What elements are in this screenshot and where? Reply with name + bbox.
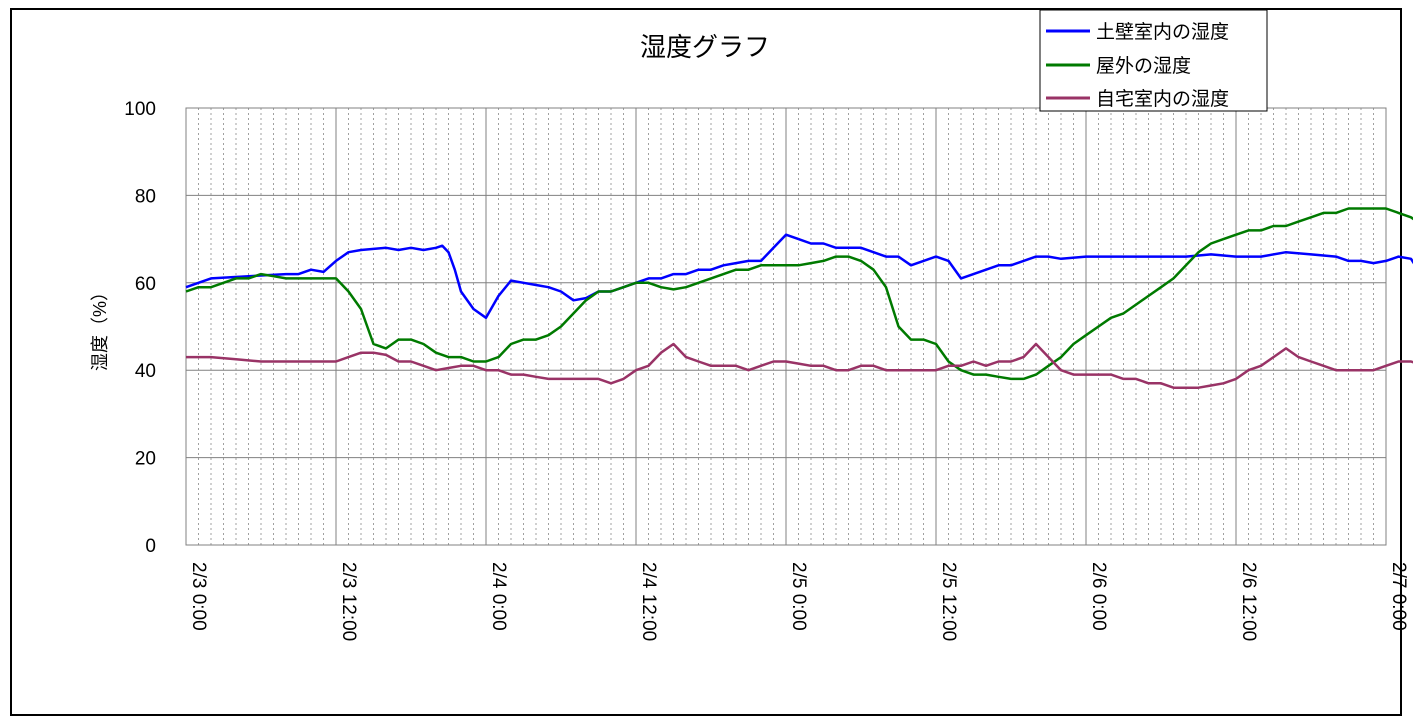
x-tick-label: 2/3 12:00 bbox=[338, 562, 359, 641]
y-axis-label: 湿度（%） bbox=[90, 283, 110, 371]
series-lines bbox=[185, 207, 1413, 389]
legend-label-home-indoor: 自宅室内の湿度 bbox=[1096, 88, 1229, 110]
plot-area-border bbox=[185, 107, 1387, 546]
series-line-wall-indoor bbox=[185, 233, 1413, 320]
y-tick-label: 100 bbox=[124, 99, 156, 120]
series-line-outdoor bbox=[185, 207, 1413, 381]
x-tick-label: 2/7 0:00 bbox=[1388, 562, 1409, 631]
x-tick-label: 2/4 0:00 bbox=[488, 562, 509, 631]
chart-frame bbox=[10, 8, 1402, 716]
x-tick-label: 2/3 0:00 bbox=[188, 562, 209, 631]
x-tick-label: 2/5 12:00 bbox=[938, 562, 959, 641]
x-tick-label: 2/6 12:00 bbox=[1238, 562, 1259, 641]
x-tick-label: 2/5 0:00 bbox=[788, 562, 809, 631]
legend-label-outdoor: 屋外の湿度 bbox=[1096, 55, 1191, 77]
major-gridlines bbox=[186, 108, 1386, 545]
legend: 土壁室内の湿度 屋外の湿度 自宅室内の湿度 bbox=[1039, 9, 1268, 112]
series-line-home-indoor bbox=[186, 342, 1413, 389]
x-tick-label: 2/4 12:00 bbox=[638, 562, 659, 641]
y-axis-tick-labels: 0 20 40 60 80 100 bbox=[124, 99, 156, 557]
y-tick-label: 0 bbox=[145, 536, 156, 557]
legend-label-wall-indoor: 土壁室内の湿度 bbox=[1096, 21, 1229, 43]
y-tick-label: 40 bbox=[135, 361, 156, 382]
y-tick-label: 80 bbox=[135, 186, 156, 207]
y-tick-label: 20 bbox=[135, 449, 156, 470]
x-tick-label: 2/6 0:00 bbox=[1088, 562, 1109, 631]
legend-box bbox=[1039, 9, 1268, 112]
x-axis-tick-labels: 2/3 0:00 2/3 12:00 2/4 0:00 2/4 12:00 2/5 0:… bbox=[188, 562, 1409, 641]
chart-title: 湿度グラフ bbox=[640, 32, 770, 62]
y-tick-label: 60 bbox=[135, 274, 156, 295]
